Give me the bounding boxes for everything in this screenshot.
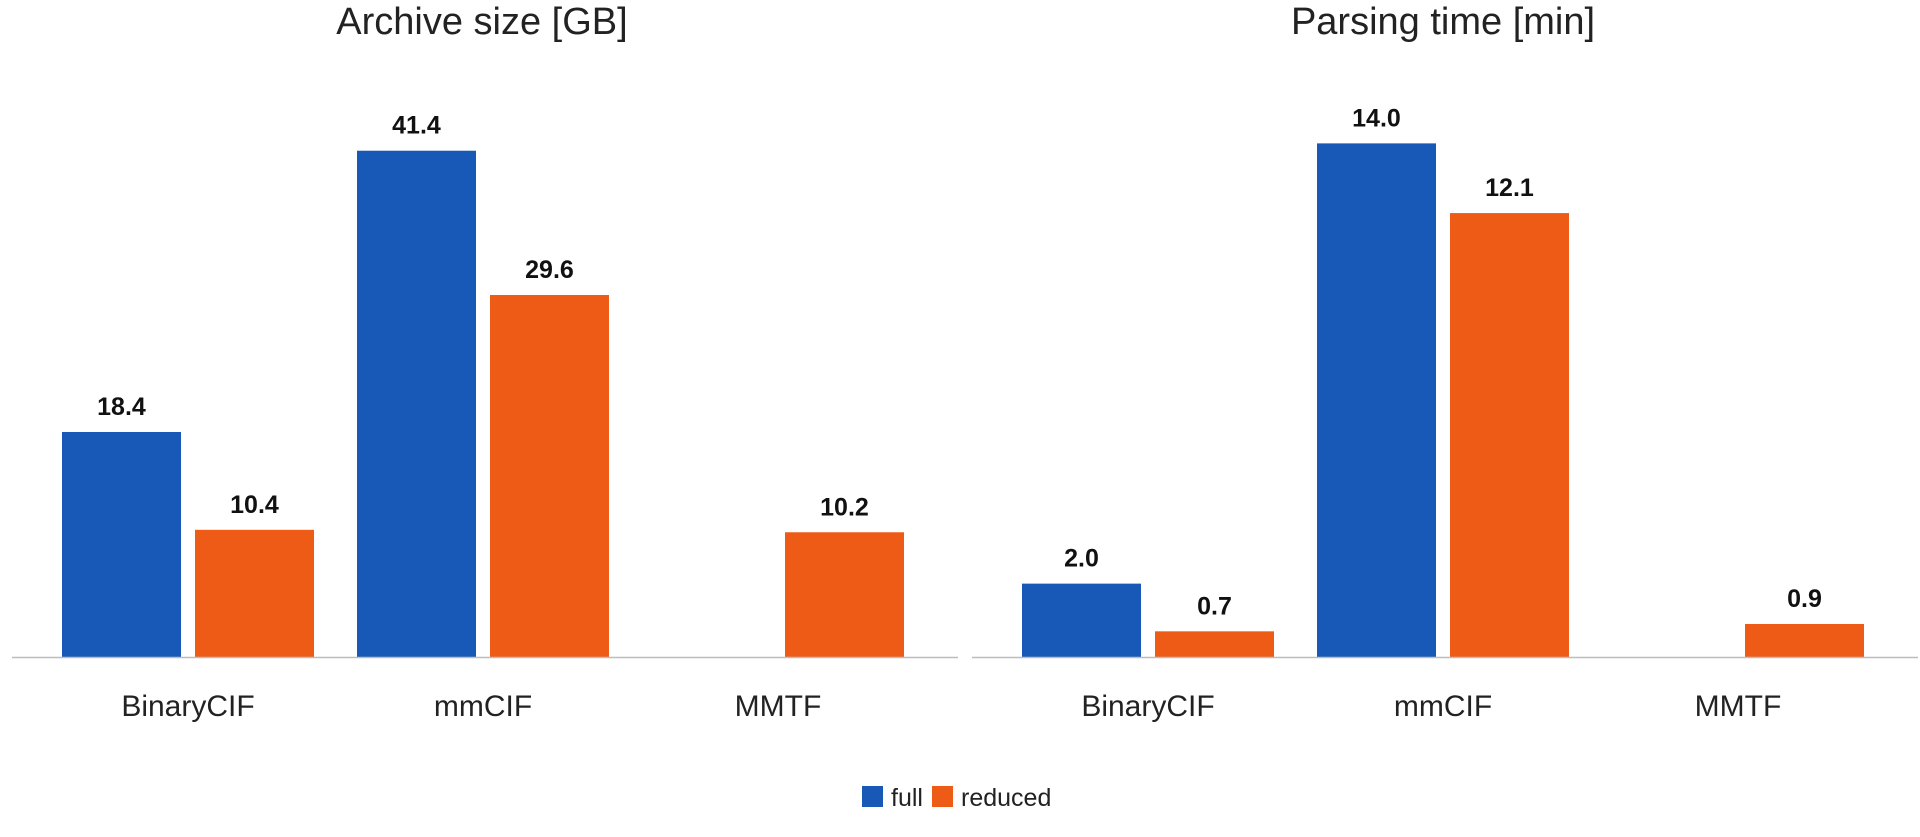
chart-title: Parsing time [min] xyxy=(1291,1,1595,43)
x-tick-label-binarycif: BinaryCIF xyxy=(1081,690,1214,723)
chart-panel-parsing-time: Parsing time [min] 2.0 0.7 BinaryCIF 14.0 12… xyxy=(972,1,1918,723)
x-tick-label-mmtf: MMTF xyxy=(1695,690,1782,723)
legend: full reduced xyxy=(862,784,1051,812)
legend-swatch-reduced xyxy=(932,786,953,807)
data-label-reduced-binarycif: 0.7 xyxy=(1197,592,1232,620)
bar-reduced-binarycif xyxy=(195,529,314,657)
legend-label-reduced: reduced xyxy=(961,784,1051,812)
chart-panel-archive-size: Archive size [GB] 18.4 10.4 BinaryCIF 41.4 2… xyxy=(12,1,958,723)
bar-full-mmcif xyxy=(357,150,476,657)
data-label-reduced-mmcif: 12.1 xyxy=(1485,174,1534,202)
bar-reduced-mmcif xyxy=(490,295,609,657)
bar-reduced-mmcif xyxy=(1450,213,1569,658)
bar-full-mmcif xyxy=(1317,143,1436,657)
data-label-reduced-mmtf: 0.9 xyxy=(1787,585,1822,613)
data-label-reduced-mmcif: 29.6 xyxy=(525,256,574,284)
data-label-full-mmcif: 41.4 xyxy=(392,112,441,140)
bar-full-binarycif xyxy=(62,431,181,657)
bar-reduced-mmtf xyxy=(785,532,904,657)
x-tick-label-mmcif: mmCIF xyxy=(434,690,532,723)
x-tick-label-mmtf: MMTF xyxy=(735,690,822,723)
legend-label-full: full xyxy=(891,784,923,812)
bar-reduced-binarycif xyxy=(1155,631,1274,657)
chart-title: Archive size [GB] xyxy=(336,1,627,43)
x-tick-label-binarycif: BinaryCIF xyxy=(121,690,254,723)
x-tick-label-mmcif: mmCIF xyxy=(1394,690,1492,723)
bar-reduced-mmtf xyxy=(1745,623,1864,657)
data-label-reduced-binarycif: 10.4 xyxy=(230,491,279,519)
data-label-full-binarycif: 18.4 xyxy=(97,393,146,421)
bar-full-binarycif xyxy=(1022,583,1141,657)
data-label-full-mmcif: 14.0 xyxy=(1352,104,1401,132)
data-label-full-binarycif: 2.0 xyxy=(1064,545,1099,573)
legend-swatch-full xyxy=(862,786,883,807)
data-label-reduced-mmtf: 10.2 xyxy=(820,493,869,521)
